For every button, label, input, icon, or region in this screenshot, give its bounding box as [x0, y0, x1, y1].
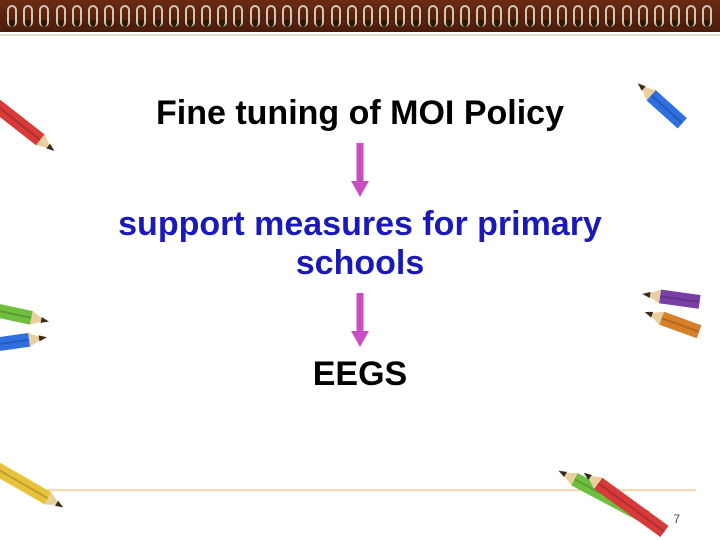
heading-line-3: EEGS [313, 355, 407, 394]
heading-line-1: Fine tuning of MOI Policy [156, 94, 564, 133]
paper-edge [0, 34, 720, 36]
spiral-binding [0, 0, 720, 32]
slide-content: Fine tuning of MOI Policy support measur… [0, 60, 720, 540]
arrow-down-icon [351, 293, 369, 347]
arrow-down-icon [351, 143, 369, 197]
page-number: 7 [673, 512, 680, 526]
heading-line-2: support measures for primary schools [100, 205, 620, 283]
